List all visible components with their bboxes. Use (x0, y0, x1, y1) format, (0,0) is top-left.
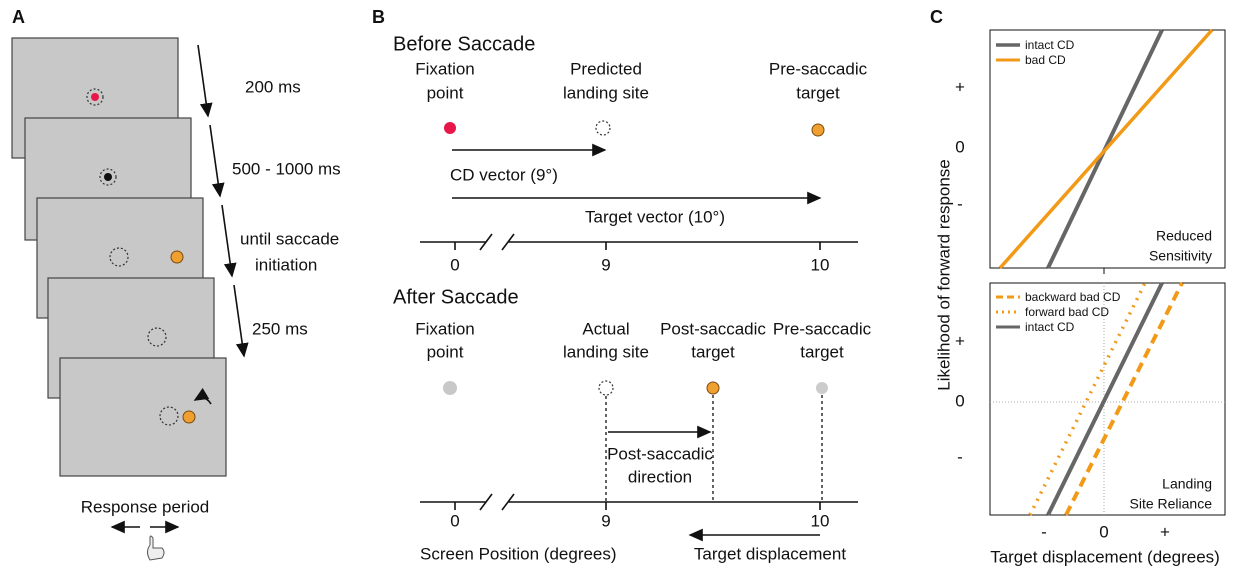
label: direction (628, 467, 692, 486)
tick-label: + (955, 331, 965, 350)
legend-entry: bad CD (1025, 53, 1066, 67)
screen (59, 357, 227, 477)
note: Reduced (1156, 228, 1212, 244)
label: Actual (582, 319, 629, 338)
vector-label: Target vector (10°) (585, 207, 725, 226)
legend-entry: intact CD (1025, 320, 1075, 334)
label: target (691, 342, 735, 361)
tick-label: 0 (955, 391, 964, 410)
tick-label: + (955, 77, 965, 96)
label: Pre-saccadic (773, 319, 872, 338)
note: Landing (1162, 476, 1212, 492)
legend-entry: backward bad CD (1025, 290, 1121, 304)
panel-a: A 200 ms 500 - 1000 ms until saccade ini… (11, 7, 341, 561)
tick-label: 0 (1099, 522, 1108, 541)
interval: 250 ms (252, 319, 308, 338)
axis-label: Target displacement (694, 544, 846, 563)
legend-entry: forward bad CD (1025, 305, 1109, 319)
label: target (800, 342, 844, 361)
axis-label: Screen Position (degrees) (420, 544, 617, 563)
interval: 500 - 1000 ms (232, 159, 341, 178)
label: landing site (563, 83, 649, 102)
label: point (427, 342, 464, 361)
tick-label: 9 (601, 511, 610, 530)
tick-label: - (957, 194, 963, 213)
interval: 200 ms (245, 77, 301, 96)
label: Fixation (415, 59, 475, 78)
axis-label: Target displacement (degrees) (990, 547, 1220, 566)
panel-label: C (930, 7, 943, 27)
note: Sensitivity (1149, 248, 1212, 264)
label: landing site (563, 342, 649, 361)
note: Site Reliance (1130, 496, 1213, 512)
label: Post-saccadic (607, 444, 713, 463)
label: Fixation (415, 319, 475, 338)
axis-label: Likelihood of forward response (934, 159, 953, 391)
tick-label: 9 (601, 255, 610, 274)
label: Predicted (570, 59, 642, 78)
response-label: Response period (81, 497, 210, 516)
label: target (796, 83, 840, 102)
label: Post-saccadic (660, 319, 766, 338)
panel-b: B Before Saccade Fixation point Predicte… (372, 7, 872, 564)
label: Pre-saccadic (769, 59, 868, 78)
panel-label: B (372, 7, 385, 27)
interval: initiation (255, 255, 317, 274)
tick-label: 0 (450, 511, 459, 530)
vector-label: CD vector (9°) (450, 165, 558, 184)
tick-label: + (1160, 522, 1170, 541)
tick-label: 0 (450, 255, 459, 274)
section-title: Before Saccade (393, 33, 535, 55)
tick-label: 10 (811, 511, 830, 530)
legend-entry: intact CD (1025, 38, 1075, 52)
section-title: After Saccade (393, 286, 519, 308)
tick-label: - (957, 447, 963, 466)
tick-label: 10 (811, 255, 830, 274)
panel-c: C Likelihood of forward response intact … (930, 7, 1226, 566)
panel-label: A (12, 7, 25, 27)
tick-label: 0 (955, 137, 964, 156)
label: point (427, 83, 464, 102)
interval: until saccade (240, 229, 339, 248)
tick-label: - (1041, 522, 1047, 541)
